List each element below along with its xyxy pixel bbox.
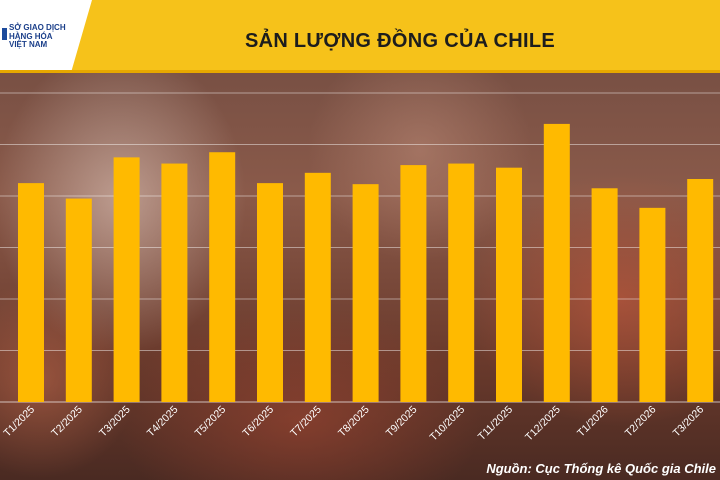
logo-text: SỞ GIAO DỊCH HÀNG HÓA VIỆT NAM <box>9 23 79 50</box>
logo-mark-icon <box>2 28 7 40</box>
x-tick-label: T2/2026 <box>623 404 659 440</box>
x-tick-label: T3/2026 <box>671 404 707 440</box>
header-band <box>0 0 720 70</box>
bar <box>65 198 92 402</box>
x-tick-label: T10/2025 <box>427 404 467 444</box>
bar <box>304 172 331 402</box>
bar <box>687 179 714 402</box>
x-tick-label: T4/2025 <box>145 404 181 440</box>
x-tick-label: T6/2025 <box>240 404 276 440</box>
x-tick-label: T1/2026 <box>575 404 611 440</box>
x-tick-label: T11/2025 <box>476 404 515 443</box>
logo-line-3: VIỆT NAM <box>9 40 48 49</box>
bar <box>591 188 618 402</box>
x-tick-label: T5/2025 <box>193 404 229 440</box>
x-tick-label: T1/2025 <box>1 404 37 440</box>
bar <box>543 123 570 403</box>
x-tick-label: T2/2025 <box>49 404 85 440</box>
x-tick-label: T12/2025 <box>523 404 563 444</box>
x-tick-label: T7/2025 <box>288 404 324 440</box>
source-note: Nguồn: Cục Thống kê Quốc gia Chile <box>486 461 716 476</box>
bar <box>496 167 522 402</box>
chart-title: SẢN LƯỢNG ĐỒNG CỦA CHILE <box>244 30 556 52</box>
bar <box>209 152 236 402</box>
bar <box>257 183 283 402</box>
logo-line-2: HÀNG HÓA <box>9 31 53 41</box>
x-tick-label: T3/2025 <box>97 404 133 440</box>
bar <box>400 165 427 402</box>
bar <box>352 184 379 402</box>
bar <box>113 157 140 402</box>
x-tick-label: T8/2025 <box>336 404 372 440</box>
x-tick-label: T9/2025 <box>384 404 420 440</box>
header-stripe <box>0 70 720 73</box>
header: SỞ GIAO DỊCH HÀNG HÓA VIỆT NAM SẢN LƯỢNG… <box>0 0 720 73</box>
bar <box>18 183 44 402</box>
bar <box>161 163 188 402</box>
bar <box>448 163 475 402</box>
logo-line-1: SỞ GIAO DỊCH <box>9 23 66 32</box>
bar <box>639 207 666 402</box>
